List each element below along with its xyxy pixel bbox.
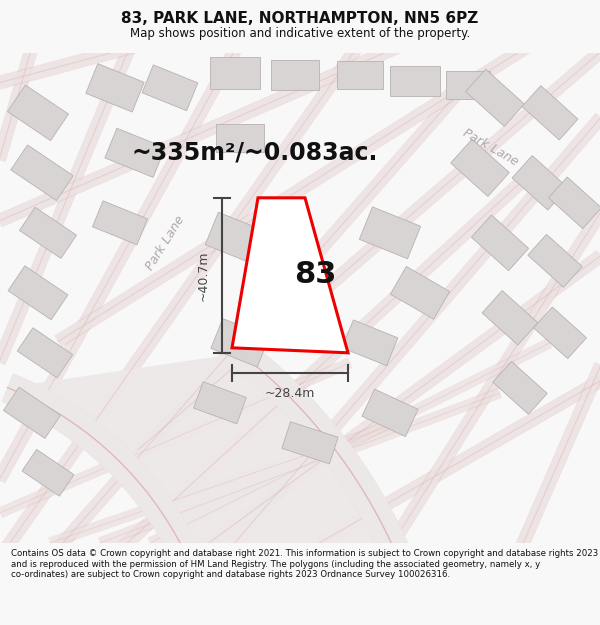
Polygon shape xyxy=(216,124,264,152)
Text: Park Lane: Park Lane xyxy=(460,127,520,169)
Polygon shape xyxy=(271,60,319,90)
Polygon shape xyxy=(362,389,418,436)
Polygon shape xyxy=(446,71,490,99)
Polygon shape xyxy=(342,320,398,366)
Text: Park Lane: Park Lane xyxy=(143,213,187,272)
Text: ~40.7m: ~40.7m xyxy=(197,250,210,301)
Polygon shape xyxy=(232,198,348,352)
Polygon shape xyxy=(17,328,73,378)
Polygon shape xyxy=(512,156,568,210)
Polygon shape xyxy=(205,213,265,263)
Polygon shape xyxy=(451,139,509,196)
Polygon shape xyxy=(466,69,524,126)
Polygon shape xyxy=(22,449,74,496)
Polygon shape xyxy=(282,422,338,464)
Polygon shape xyxy=(522,86,578,140)
Polygon shape xyxy=(548,177,600,229)
Polygon shape xyxy=(528,234,582,288)
Polygon shape xyxy=(359,207,421,259)
Polygon shape xyxy=(482,291,538,345)
Polygon shape xyxy=(7,353,425,625)
Polygon shape xyxy=(533,307,586,359)
Polygon shape xyxy=(4,388,61,438)
Polygon shape xyxy=(142,65,198,111)
Polygon shape xyxy=(472,215,529,271)
Polygon shape xyxy=(92,201,148,245)
Text: 83, PARK LANE, NORTHAMPTON, NN5 6PZ: 83, PARK LANE, NORTHAMPTON, NN5 6PZ xyxy=(121,11,479,26)
Polygon shape xyxy=(211,319,269,367)
Polygon shape xyxy=(390,66,440,96)
Polygon shape xyxy=(105,128,165,178)
Polygon shape xyxy=(391,266,449,319)
Polygon shape xyxy=(337,61,383,89)
Text: 83: 83 xyxy=(295,259,337,289)
Text: ~28.4m: ~28.4m xyxy=(265,387,315,400)
Text: ~335m²/~0.083ac.: ~335m²/~0.083ac. xyxy=(132,141,378,165)
Polygon shape xyxy=(19,208,77,258)
Text: Contains OS data © Crown copyright and database right 2021. This information is : Contains OS data © Crown copyright and d… xyxy=(11,549,598,579)
Polygon shape xyxy=(11,145,73,201)
Polygon shape xyxy=(86,64,144,112)
Polygon shape xyxy=(210,57,260,89)
Polygon shape xyxy=(8,266,68,320)
Text: Map shows position and indicative extent of the property.: Map shows position and indicative extent… xyxy=(130,27,470,40)
Polygon shape xyxy=(7,85,68,141)
Polygon shape xyxy=(493,361,547,414)
Polygon shape xyxy=(194,382,247,424)
